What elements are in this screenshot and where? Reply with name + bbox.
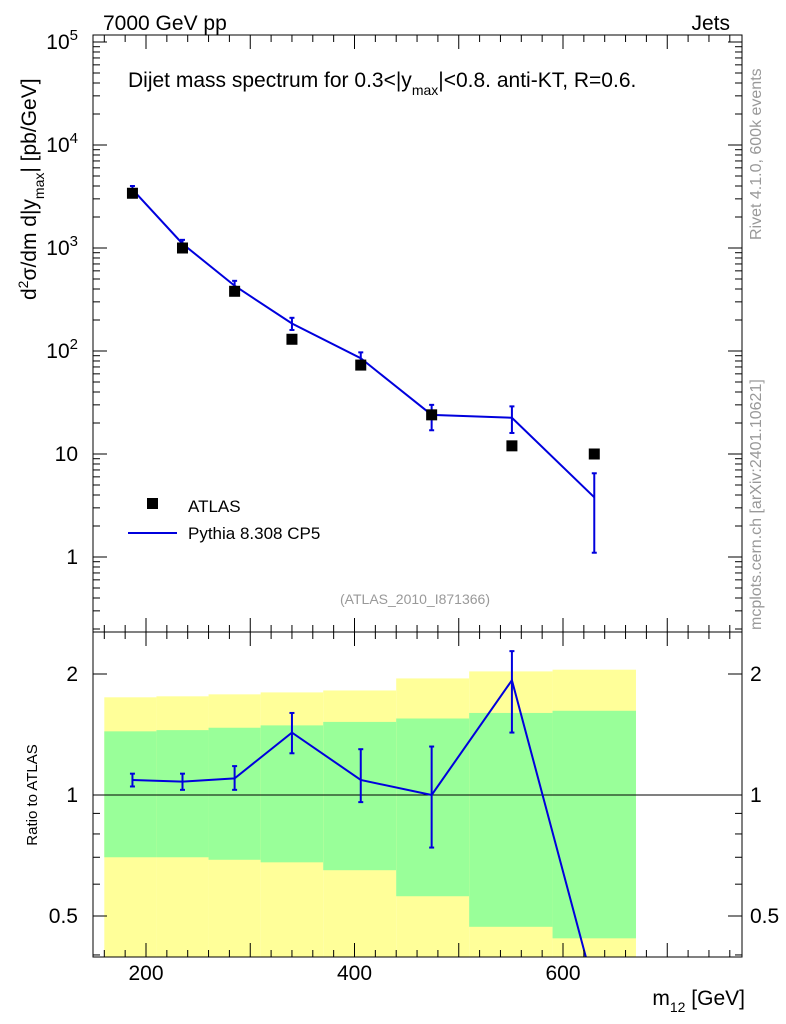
ratio-panel: 0.5 0.5 1 1 2 2 200 400 600 Ratio to ATLAS	[24, 631, 779, 985]
ratio-ticks: 0.5 0.5 1 1 2 2 200 400 600	[49, 632, 779, 985]
y-tick-label: 104	[46, 130, 78, 157]
legend: ATLAS Pythia 8.308 CP5	[128, 497, 320, 543]
legend-mc-label: Pythia 8.308 CP5	[188, 524, 320, 543]
main-ylabel: d2σ/dm d|ymax| [pb/GeV]	[15, 78, 47, 300]
legend-data-label: ATLAS	[188, 497, 241, 516]
rivet-label: Rivet 4.1.0, 600k events	[748, 68, 765, 240]
y-tick-label: 10	[55, 443, 78, 466]
ratio-y-tick-label-right: 0.5	[750, 905, 779, 928]
band-inner	[208, 727, 261, 860]
reference-label: (ATLAS_2010_I871366)	[340, 591, 490, 607]
atlas-data-point	[126, 187, 138, 199]
main-title: Dijet mass spectrum for 0.3<|ymax|<0.8. …	[128, 69, 636, 98]
ratio-y-tick-label-right: 1	[750, 784, 762, 807]
mc-line	[131, 188, 595, 499]
ratio-ylabel: Ratio to ATLAS	[24, 744, 41, 845]
ratio-y-tick-label-right: 2	[750, 663, 762, 686]
x-axis-label: m12 [GeV]	[652, 987, 745, 1015]
x-tick-label: 400	[337, 962, 372, 985]
x-tick-label: 600	[545, 962, 580, 985]
ratio-y-tick-label-left: 2	[66, 663, 78, 686]
atlas-data-point	[355, 359, 367, 371]
y-tick-label: 1	[66, 546, 78, 569]
band-inner	[469, 712, 553, 927]
atlas-data-point	[426, 409, 438, 421]
x-tick-label: 200	[128, 962, 163, 985]
process-label: Jets	[691, 12, 730, 35]
y-tick-label: 105	[46, 27, 78, 54]
source-label: mcplots.cern.ch [arXiv:2401.10621]	[748, 379, 765, 630]
ratio-marks	[129, 650, 587, 958]
ratio-line	[132, 677, 587, 958]
atlas-data-point	[506, 440, 518, 452]
ratio-y-tick-label-left: 1	[66, 784, 78, 807]
atlas-data-point	[286, 333, 298, 345]
band-inner	[323, 721, 397, 871]
legend-data-marker	[147, 498, 158, 509]
band-inner	[156, 730, 209, 858]
main-panel: 1 10 102 103 104 105 Dijet mass spectrum for …	[15, 27, 743, 633]
band-inner	[552, 710, 636, 939]
ratio-bands	[104, 669, 636, 957]
ratio-y-tick-label-left: 0.5	[49, 905, 78, 928]
main-marks	[126, 184, 600, 554]
main-ticks: 1 10 102 103 104 105	[46, 27, 742, 632]
band-inner	[396, 718, 470, 897]
atlas-data-point	[229, 285, 241, 297]
y-tick-label: 102	[46, 336, 78, 363]
atlas-data-point	[176, 242, 188, 254]
energy-label: 7000 GeV pp	[103, 12, 227, 35]
atlas-data-point	[588, 448, 600, 460]
y-tick-label: 103	[46, 233, 78, 260]
band-inner	[104, 731, 157, 858]
